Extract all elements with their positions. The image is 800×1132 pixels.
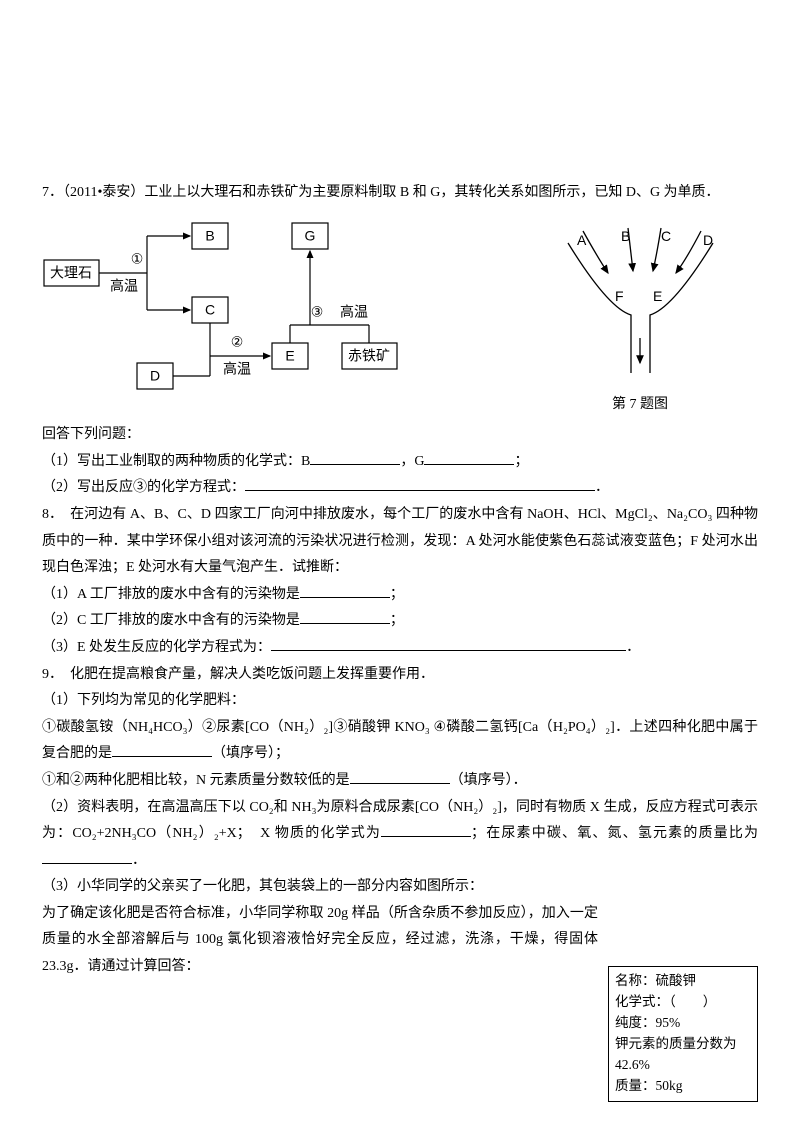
svg-text:③: ③ (311, 303, 324, 319)
fert-l5: 质量：50kg (615, 1076, 751, 1097)
flow-diagram: .bx{fill:#fff;stroke:#000;stroke-width:1… (42, 215, 422, 400)
fert-l4: 钾元素的质量分数为 42.6% (615, 1034, 751, 1076)
svg-text:B: B (621, 228, 630, 244)
svg-text:高温: 高温 (223, 360, 251, 376)
svg-text:A: A (577, 232, 587, 248)
q9-p3-lead: （3）小华同学的父亲买了一化肥，其包装袋上的一部分内容如图所示： (42, 874, 758, 901)
q8-p2: （2）C 工厂排放的废水中含有的污染物是； (42, 608, 758, 635)
q9-p1-line2: ①和②两种化肥相比较，N 元素质量分数较低的是（填序号）． (42, 768, 758, 795)
svg-text:C: C (661, 228, 671, 244)
fert-l3: 纯度：95% (615, 1013, 751, 1034)
q9-p2: （2）资料表明，在高温高压下以 CO₂和 NH₃为原料合成尿素[CO（NH₂）₂… (42, 795, 758, 875)
svg-text:F: F (615, 288, 624, 304)
q7-p2: （2）写出反应③的化学方程式：． (42, 475, 758, 502)
q7-p1: （1）写出工业制取的两种物质的化学式：B，G； (42, 449, 758, 476)
svg-text:E: E (653, 288, 662, 304)
fert-l1: 名称：硫酸钾 (615, 971, 751, 992)
fert-l2: 化学式：（ ） (615, 992, 751, 1013)
svg-text:E: E (285, 347, 294, 363)
q9-title: 9． 化肥在提高粮食产量，解决人类吃饭问题上发挥重要作用． (42, 662, 758, 689)
q8-title: 8． 在河边有 A、B、C、D 四家工厂向河中排放废水，每个工厂的废水中含有 N… (42, 502, 758, 582)
svg-text:C: C (205, 301, 215, 317)
q7-answer-lead: 回答下列问题： (42, 422, 758, 449)
svg-text:高温: 高温 (110, 277, 138, 293)
q9-p1-lead: （1）下列均为常见的化学肥料： (42, 688, 758, 715)
svg-text:B: B (205, 227, 214, 243)
svg-text:大理石: 大理石 (50, 264, 92, 280)
svg-text:D: D (703, 232, 713, 248)
q8-p3: （3）E 处发生反应的化学方程式为：． (42, 635, 758, 662)
q8-p1: （1）A 工厂排放的废水中含有的污染物是； (42, 582, 758, 609)
fertilizer-box: 名称：硫酸钾 化学式：（ ） 纯度：95% 钾元素的质量分数为 42.6% 质量… (608, 966, 758, 1102)
svg-text:G: G (305, 227, 316, 243)
svg-text:①: ① (131, 250, 144, 266)
svg-text:D: D (150, 367, 160, 383)
diagram-row: .bx{fill:#fff;stroke:#000;stroke-width:1… (42, 215, 758, 400)
river-diagram: .rv{fill:none;stroke:#000;stroke-width:1… (553, 223, 728, 378)
svg-text:高温: 高温 (340, 303, 368, 319)
svg-text:②: ② (231, 333, 244, 349)
svg-text:赤铁矿: 赤铁矿 (348, 347, 390, 363)
q7-title: 7．（2011•泰安）工业上以大理石和赤铁矿为主要原料制取 B 和 G，其转化关… (42, 180, 758, 207)
q9-p1-body: ①碳酸氢铵（NH₄HCO₃）②尿素[CO（NH₂）₂]③硝酸钾 KNO₃ ④磷酸… (42, 715, 758, 768)
